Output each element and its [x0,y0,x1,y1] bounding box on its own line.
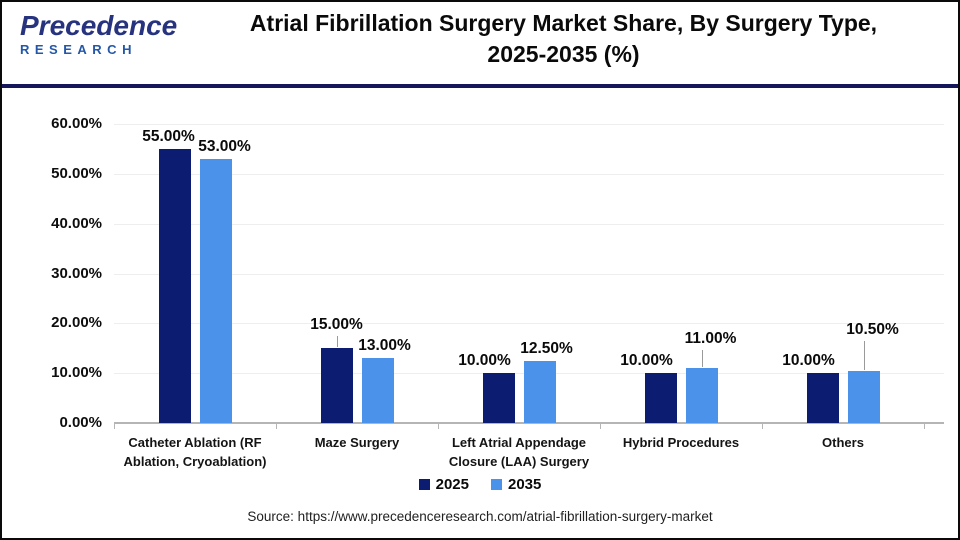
value-label-leader-line [863,340,865,370]
value-label-2035-left-atrial-appendage-closure-laa-surgery: 12.50% [520,339,573,357]
y-axis-tick-label: 0.00% [59,414,102,431]
bar-2025-left-atrial-appendage-closure-laa-surgery [482,373,515,423]
bar-chart-plot-area: 0.00% 10.00% 20.00% 30.00% 40.00% 50.00% 60.00… [2,88,958,538]
logo-subtitle: RESEARCH [20,42,137,57]
gridline-60.00% [114,124,944,125]
bar-2035-left-atrial-appendage-closure-laa-surgery [523,360,556,423]
value-label-leader-line [336,336,338,348]
value-label-2025-left-atrial-appendage-closure-laa-surgery: 10.00% [458,352,511,370]
value-label-2025-maze-surgery: 15.00% [310,316,363,334]
x-axis-boundary-tick [276,424,277,429]
x-axis-boundary-tick [438,424,439,429]
value-label-leader-line [701,350,703,368]
legend-item-2035: 2035 [491,476,541,493]
x-axis-boundary-tick [924,424,925,429]
gridline-30.00% [114,273,944,275]
gridline-40.00% [114,223,944,225]
y-axis-tick-label: 30.00% [51,264,102,282]
source-attribution: Source: https://www.precedenceresearch.c… [247,509,713,524]
x-axis-boundary-tick [600,424,601,429]
legend-swatch-2025 [418,479,430,490]
value-label-2025-hybrid-procedures: 10.00% [620,352,673,370]
value-label-2035-others: 10.50% [846,320,899,338]
precedence-research-logo: Precedence RESEARCH [20,10,190,57]
chart-title: Atrial Fibrillation Surgery Market Share… [177,8,950,70]
bar-2035-hybrid-procedures [685,368,718,423]
value-label-2035-maze-surgery: 13.00% [358,337,411,355]
value-label-2035-hybrid-procedures: 11.00% [684,330,737,348]
category-label-hybrid-procedures: Hybrid Procedures [622,435,740,450]
y-axis-tick-label: 40.00% [51,214,102,232]
category-label-left-atrial-appendage-closure-laa-surgery: Left Atrial Appendage Closure (LAA) Surg… [448,435,590,469]
chart-legend: 2025 2035 [2,476,958,493]
y-axis-tick-label: 10.00% [51,364,102,382]
legend-label-2035: 2035 [508,476,542,493]
bar-2035-maze-surgery [361,358,394,423]
value-label-2025-catheter-ablation-rf-ablation-cryoablation: 55.00% [142,127,195,145]
y-axis-tick-label: 60.00% [51,115,102,132]
header-divider [2,84,958,88]
category-label-others: Others [822,435,864,450]
legend-item-2025: 2025 [418,476,469,493]
legend-swatch-2035 [491,479,502,490]
value-label-2035-catheter-ablation-rf-ablation-cryoablation: 53.00% [198,137,251,155]
y-axis-tick-label: 20.00% [51,314,102,332]
gridline-50.00% [114,173,944,175]
y-axis-tick-label: 50.00% [51,164,102,182]
bar-2035-others [847,370,880,423]
bar-2025-others [806,373,839,423]
x-axis-boundary-tick [762,424,763,429]
value-label-2025-others: 10.00% [782,352,835,370]
category-label-catheter-ablation-rf-ablation-cryoablation: Catheter Ablation (RF Ablation, Cryoabla… [123,435,267,469]
x-axis-line [114,422,944,424]
chart-title-line-1: Atrial Fibrillation Surgery Market Share… [249,10,878,36]
legend-label-2025: 2025 [435,476,469,493]
x-axis-boundary-tick [114,424,115,429]
gridline-20.00% [114,323,944,325]
logo-wordmark: Precedence [20,10,178,41]
bar-2035-catheter-ablation-rf-ablation-cryoablation [199,158,232,423]
bar-2025-maze-surgery [320,348,353,423]
category-label-maze-surgery: Maze Surgery [314,435,400,450]
chart-title-line-2: 2025-2035 (%) [487,41,640,67]
bar-2025-hybrid-procedures [644,373,677,423]
bar-2025-catheter-ablation-rf-ablation-cryoablation [158,148,191,423]
